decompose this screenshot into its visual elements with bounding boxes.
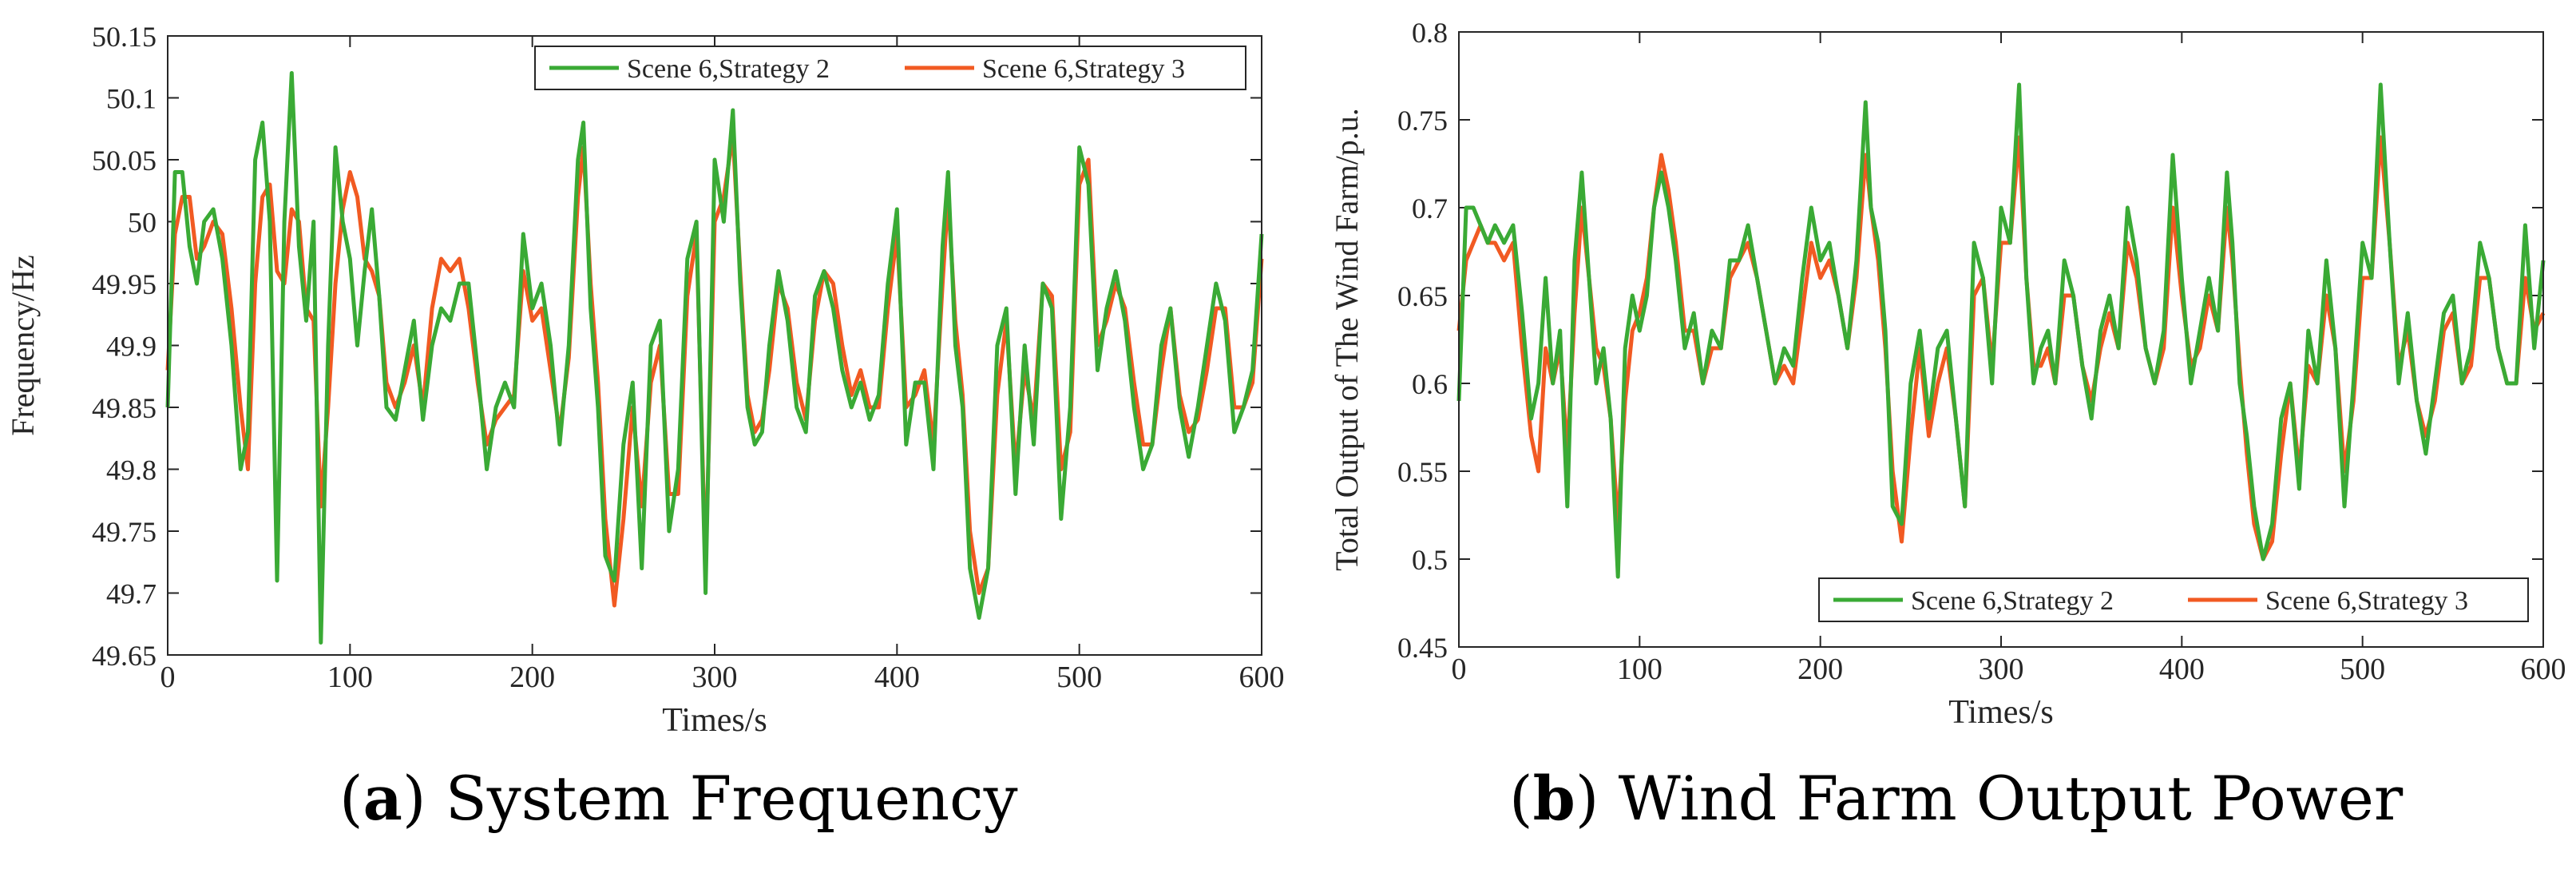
y-tick-label: 0.65	[1397, 280, 1448, 312]
y-axis-label: Frequency/Hz	[5, 255, 41, 436]
y-tick-label: 0.55	[1397, 456, 1448, 488]
y-tick-label: 49.65	[92, 640, 157, 672]
chart-panel-b: 0 100 200 300 400 500 600 0.45 0.5 0.55 0.6 0.65 0.7…	[1329, 17, 2566, 731]
x-tick-label: 100	[1617, 653, 1663, 686]
y-tick-label: 50	[128, 207, 157, 239]
x-tick-label: 600	[2521, 653, 2566, 686]
y-tick-label: 0.8	[1412, 17, 1448, 49]
caption-b: (b) Wind Farm Output Power	[1509, 763, 2404, 834]
legend-label-strategy-2: Scene 6,Strategy 2	[627, 54, 830, 84]
series-line-strategy-2	[1456, 82, 2546, 579]
x-tick-label: 100	[327, 661, 373, 694]
y-tick-label: 50.15	[92, 21, 157, 53]
x-tick-label: 0	[161, 661, 176, 694]
legend-box	[534, 46, 1246, 90]
caption-a-letter: a	[363, 763, 402, 834]
x-tick-label: 200	[1797, 653, 1843, 686]
y-axis-label: Total Output of The Wind Farm/p.u.	[1329, 108, 1365, 571]
legend-label-strategy-2: Scene 6,Strategy 2	[1911, 586, 2114, 616]
x-tick-label: 300	[692, 661, 738, 694]
series-line-strategy-2	[165, 71, 1264, 645]
x-tick-label: 400	[2159, 653, 2205, 686]
x-axis-label: Times/s	[1948, 694, 2054, 731]
y-tick-label: 49.75	[92, 516, 157, 548]
y-tick-label: 49.8	[106, 454, 157, 486]
caption-b-text: Wind Farm Output Power	[1618, 763, 2404, 834]
x-tick-label: 300	[1979, 653, 2024, 686]
legend-box	[1818, 577, 2529, 622]
chart-panel-a: 0 100 200 300 400 500 600 49.65 49.7 49.75 49.8 49.…	[5, 21, 1285, 739]
x-tick-label: 400	[874, 661, 920, 694]
plot-frame	[167, 35, 1262, 656]
x-tick-label: 200	[509, 661, 555, 694]
y-tick-label: 0.45	[1397, 632, 1448, 664]
y-tick-label: 0.7	[1412, 192, 1448, 224]
y-tick-label: 0.75	[1397, 105, 1448, 137]
caption-a-text: System Frequency	[445, 763, 1018, 834]
legend-label-strategy-3: Scene 6,Strategy 3	[2265, 586, 2468, 616]
legend: Scene 6,Strategy 2 Scene 6,Strategy 3	[1818, 577, 2529, 622]
y-tick-label: 49.95	[92, 268, 157, 300]
y-tick-label: 49.7	[106, 578, 157, 610]
y-tick-label: 50.1	[106, 83, 157, 115]
x-tick-label: 500	[1056, 661, 1102, 694]
y-tick-label: 0.6	[1412, 368, 1448, 400]
caption-b-letter: b	[1532, 763, 1575, 834]
x-axis-label: Times/s	[662, 702, 767, 739]
plot-area	[1459, 32, 2543, 647]
y-tick-label: 49.9	[106, 331, 157, 363]
x-tick-label: 600	[1239, 661, 1285, 694]
plot-area	[168, 36, 1262, 655]
legend-label-strategy-3: Scene 6,Strategy 3	[982, 54, 1185, 84]
x-tick-label: 0	[1452, 653, 1467, 686]
legend: Scene 6,Strategy 2 Scene 6,Strategy 3	[534, 46, 1246, 90]
caption-a: (a) System Frequency	[339, 763, 1018, 834]
y-tick-label: 49.85	[92, 392, 157, 424]
x-tick-label: 500	[2340, 653, 2385, 686]
y-tick-label: 0.5	[1412, 544, 1448, 576]
plot-frame	[1458, 31, 2544, 648]
y-tick-label: 50.05	[92, 145, 157, 177]
